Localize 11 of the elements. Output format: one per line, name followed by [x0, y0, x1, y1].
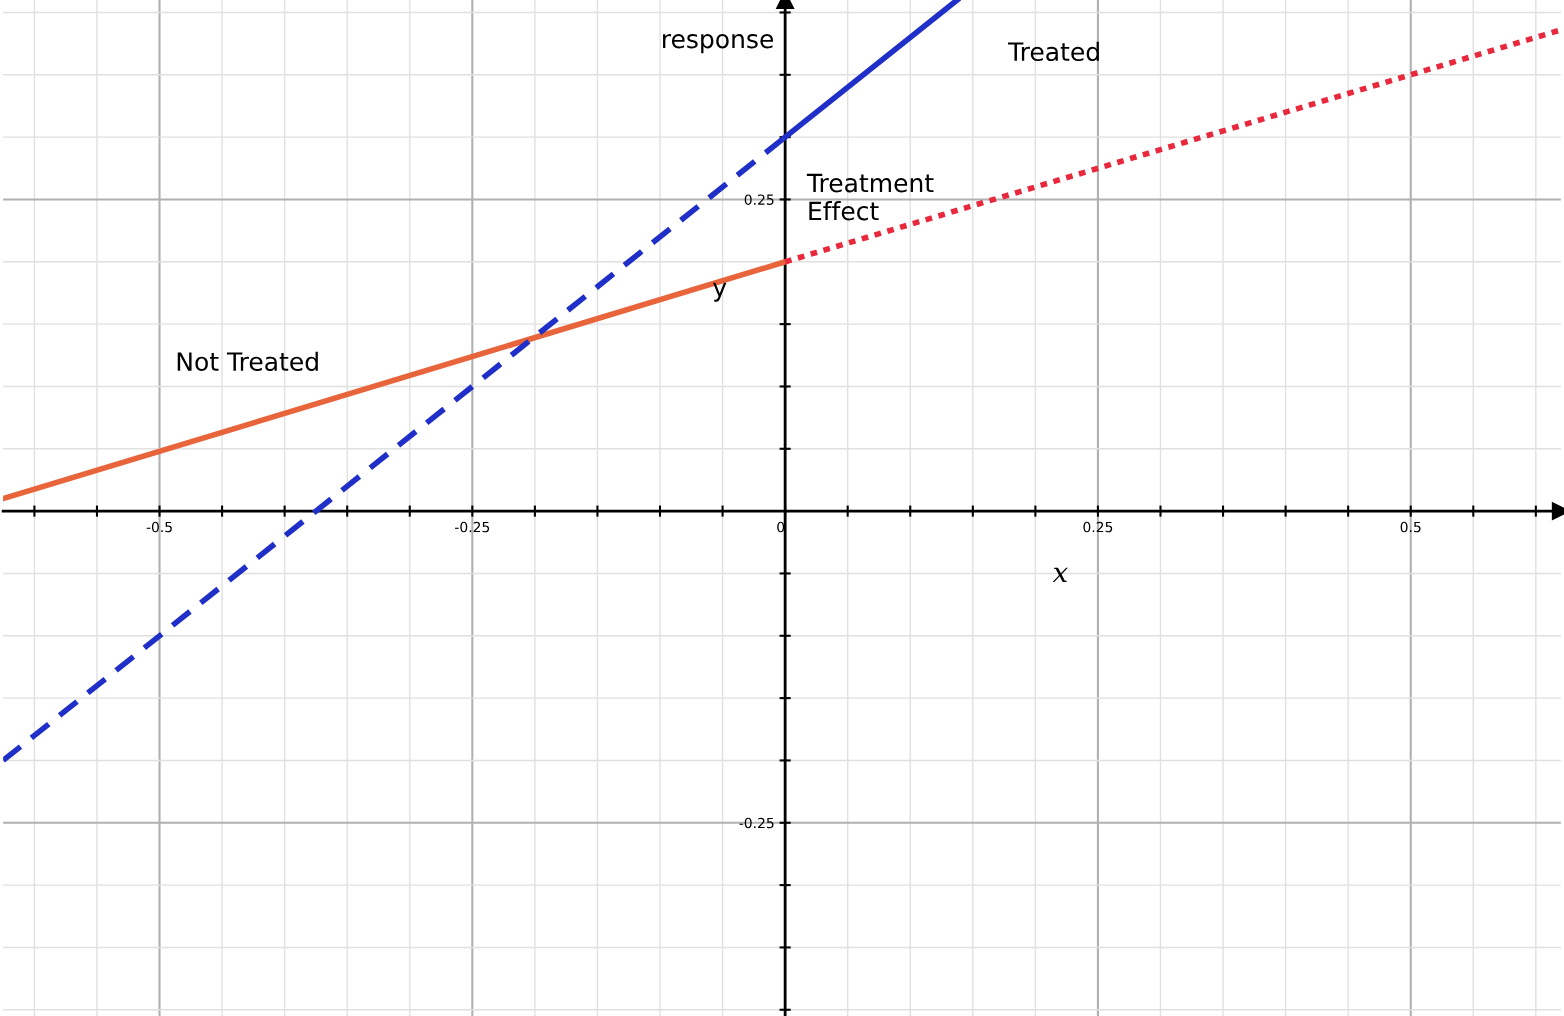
x-axis-title: x [1052, 567, 1068, 583]
x-tick-label: 0 [777, 521, 785, 533]
annotation: y [713, 282, 727, 302]
annotation: Not Treated [177, 351, 318, 371]
x-tick-label: -0.25 [455, 521, 490, 533]
annotation: Treatment Effect [806, 173, 934, 221]
x-tick-label: 0.5 [1400, 521, 1421, 533]
y-axis-title: response [663, 34, 773, 54]
x-tick-label: 0.25 [1083, 521, 1113, 533]
annotation: Treated [1008, 41, 1099, 62]
x-tick-label: -0.5 [146, 521, 172, 533]
